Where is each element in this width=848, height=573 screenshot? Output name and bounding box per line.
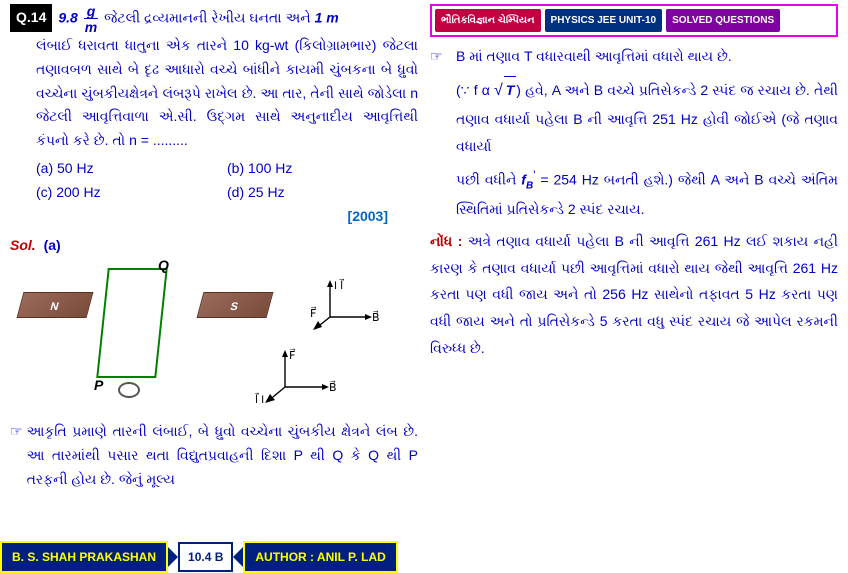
magnet-s-label: S	[228, 298, 240, 317]
tag-subject: ભૌતિકવિજ્ઞાન ચેમ્પિયન	[435, 9, 541, 32]
fraction: g m	[84, 4, 99, 34]
diagram: N S Q P I l⃗ B⃗ F⃗	[10, 262, 418, 412]
coeff: 9.8	[58, 10, 77, 26]
footer-sep-icon	[168, 547, 178, 567]
footer: B. S. SHAH PRAKASHAN 10.4 B AUTHOR : ANI…	[0, 544, 848, 570]
note-label: નોંધ :	[430, 233, 462, 249]
ac-source-icon	[118, 382, 140, 398]
solution-header: Sol. (a)	[10, 228, 418, 258]
option-a: (a) 50 Hz	[36, 157, 227, 181]
question-number: Q.14	[10, 4, 52, 32]
frac-num: g	[84, 4, 99, 19]
right-column: ભૌતિકવિજ્ઞાન ચેમ્પિયન PHYSICS JEE UNIT-1…	[424, 0, 848, 540]
question-block: Q.14 9.8 g m જેટલી દ્રવ્યમાનની રેખીય ઘનત…	[10, 4, 418, 34]
note-block: નોંધ : અત્રે તણાવ વધાર્યા પહેલા B ની આવૃ…	[430, 228, 838, 361]
svg-text:l⃗ I: l⃗ I	[255, 392, 264, 406]
hand-icon: ☞	[10, 420, 23, 444]
footer-publisher: B. S. SHAH PRAKASHAN	[0, 541, 168, 573]
solution-text-block: ☞ આકૃતિ પ્રમાણે તારની લંબાઈ, બે ધ્રુવો વ…	[10, 420, 418, 491]
svg-text:F⃗: F⃗	[310, 306, 316, 320]
svg-text:B⃗: B⃗	[329, 380, 337, 394]
left-column: Q.14 9.8 g m જેટલી દ્રવ્યમાનની રેખીય ઘનત…	[0, 0, 424, 540]
svg-text:B⃗: B⃗	[372, 310, 380, 324]
svg-text:I l⃗: I l⃗	[334, 278, 344, 292]
axes-2: F⃗ B⃗ l⃗ I	[255, 347, 345, 414]
wire-loop	[96, 268, 168, 378]
solution-text: આકૃતિ પ્રમાણે તારની લંબાઈ, બે ધ્રુવો વચ્…	[27, 420, 418, 491]
fBprime: '	[533, 169, 535, 182]
p2root: T	[504, 76, 517, 104]
magnet-s: S	[197, 292, 274, 318]
sol-answer: (a)	[44, 237, 61, 253]
options: (a) 50 Hz (b) 100 Hz (c) 200 Hz (d) 25 H…	[36, 157, 418, 205]
q-len: 1 m	[315, 10, 339, 26]
p3a: પછી વધીને	[456, 172, 521, 188]
option-b: (b) 100 Hz	[227, 157, 418, 181]
q-line1: જેટલી દ્રવ્યમાનની રેખીય ઘનતા અને	[104, 10, 311, 26]
sol-label: Sol.	[10, 234, 36, 258]
page: Q.14 9.8 g m જેટલી દ્રવ્યમાનની રેખીય ઘનત…	[0, 0, 848, 540]
magnet-n-label: N	[48, 298, 61, 317]
right-para3: પછી વધીને fB' = 254 Hz બનતી હશે.) જેથી A…	[456, 165, 838, 222]
point-p: P	[94, 374, 103, 398]
tag-unit: PHYSICS JEE UNIT-10	[545, 9, 663, 32]
right-para1: B માં તણાવ T વધારવાથી આવૃત્તિમાં વધારો થ…	[456, 43, 732, 70]
magnet-n: N	[17, 292, 94, 318]
footer-author: AUTHOR : ANIL P. LAD	[243, 541, 397, 573]
right-para1-row: ☞ B માં તણાવ T વધારવાથી આવૃત્તિમાં વધારો…	[430, 43, 838, 70]
option-c: (c) 200 Hz	[36, 181, 227, 205]
year-tag: [2003]	[10, 205, 418, 229]
note-text: અત્રે તણાવ વધાર્યા પહેલા B ની આવૃત્તિ 26…	[430, 233, 838, 355]
p2a: (∵ f α	[456, 82, 494, 98]
axes-1: I l⃗ B⃗ F⃗	[310, 277, 390, 339]
fBsub: B	[526, 181, 533, 192]
question-body: લંબાઈ ધરાવતા ધાતુના એક તારને 10 kg-wt (ક…	[36, 34, 418, 153]
tag-solved: SOLVED QUESTIONS	[666, 9, 780, 32]
svg-text:F⃗: F⃗	[289, 348, 295, 362]
footer-code: 10.4 B	[178, 542, 233, 572]
frac-den: m	[85, 19, 97, 34]
header-tags: ભૌતિકવિજ્ઞાન ચેમ્પિયન PHYSICS JEE UNIT-1…	[430, 4, 838, 37]
point-q: Q	[158, 254, 169, 278]
footer-sep-icon	[233, 547, 243, 567]
option-d: (d) 25 Hz	[227, 181, 418, 205]
hand-icon: ☞	[430, 43, 452, 70]
question-text: 9.8 g m જેટલી દ્રવ્યમાનની રેખીય ઘનતા અને…	[58, 4, 338, 34]
right-para2: (∵ f α √T) હવે, A અને B વચ્ચે પ્રતિસેકન્…	[456, 76, 838, 160]
